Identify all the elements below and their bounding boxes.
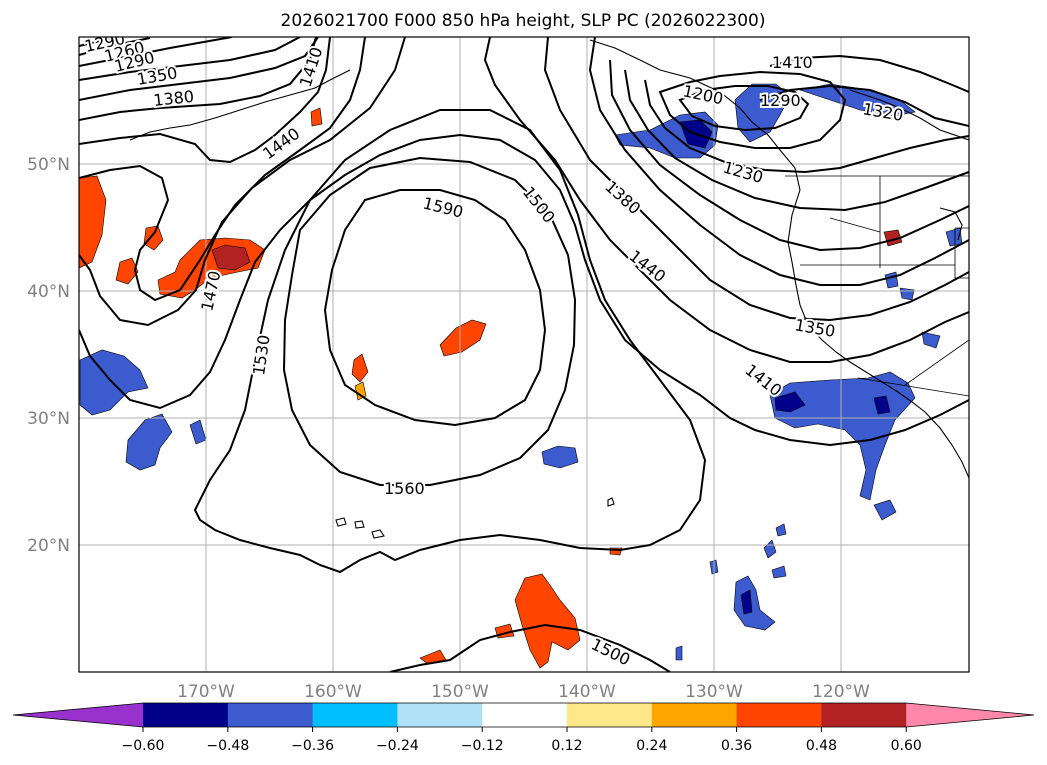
negative-anomaly-region (675, 645, 683, 661)
positive-anomaly-region (143, 225, 164, 251)
lon-tick-label: 130°W (685, 682, 743, 702)
negative-anomaly-region (734, 83, 791, 143)
political-borders (785, 175, 969, 397)
colorbar-extension-high (906, 703, 1034, 727)
colorbar-tick-label: −0.24 (376, 738, 419, 754)
contour-label: 1560 (384, 479, 425, 498)
colorbar-segment (567, 703, 653, 727)
colorbar: −0.60 −0.48 −0.36 −0.24 −0.12 0.12 0.24 0.36 0.4… (12, 702, 1035, 754)
positive-anomaly-region (310, 107, 323, 127)
positive-anomaly-region (211, 244, 251, 271)
contour-line (769, 54, 969, 93)
negative-anomaly-region (775, 523, 787, 537)
contour-label: 1530 (249, 334, 273, 377)
lat-tick-label: 30°N (27, 409, 70, 429)
contour-line (609, 59, 969, 252)
contour-label: 1410 (772, 53, 813, 72)
colorbar-segment (312, 703, 398, 727)
contour-line (624, 69, 969, 212)
contour-line (389, 623, 671, 672)
contour-line (193, 109, 707, 574)
contour-line (678, 85, 810, 132)
colorbar-tick-label: −0.48 (206, 738, 249, 754)
positive-anomaly-region (79, 175, 107, 269)
lat-tick-label: 50°N (27, 155, 70, 175)
contour-line (588, 37, 969, 286)
latitude-tick-labels: 50°N 40°N 30°N 20°N (27, 155, 70, 556)
contour-label: 1290 (760, 91, 801, 110)
colorbar-extension-low (13, 703, 143, 727)
lon-tick-label: 150°W (431, 682, 489, 702)
contour-line (79, 37, 406, 327)
contour-line (79, 37, 119, 47)
negative-anomaly-region (899, 287, 915, 301)
longitude-tick-labels: 170°W 160°W 150°W 140°W 130°W 120°W (177, 682, 870, 702)
colorbar-segment (143, 703, 229, 727)
colorbar-segment (397, 703, 483, 727)
positive-anomaly-region (354, 381, 367, 401)
negative-anomaly-region (921, 331, 941, 349)
lon-tick-label: 170°W (177, 682, 235, 702)
colorbar-tick-label: 0.60 (891, 738, 922, 754)
negative-anomaly-region (774, 391, 806, 413)
negative-anomaly-region (771, 565, 787, 579)
contour-line (79, 37, 331, 164)
lat-tick-label: 40°N (27, 282, 70, 302)
colorbar-tick-label: −0.36 (291, 738, 334, 754)
colorbar-tick-label: −0.60 (122, 738, 165, 754)
lon-tick-label: 140°W (558, 682, 616, 702)
contour-line (79, 37, 151, 56)
lat-tick-label: 20°N (27, 536, 70, 556)
positive-anomaly-region (115, 257, 139, 285)
height-contours (79, 37, 969, 672)
map-frame (78, 36, 970, 673)
negative-anomaly-region (79, 349, 149, 416)
contour-line (658, 70, 847, 149)
contour-line (543, 37, 969, 322)
positive-anomaly-region (439, 319, 487, 357)
contour-line (759, 84, 969, 127)
lon-tick-label: 120°W (812, 682, 870, 702)
contour-line (323, 189, 547, 427)
anomaly-shading (79, 83, 963, 669)
positive-anomaly-region (351, 353, 369, 383)
negative-anomaly-region (733, 575, 776, 631)
negative-anomaly-region (873, 499, 897, 521)
negative-anomaly-region (873, 395, 891, 415)
colorbar-segment (821, 703, 907, 727)
negative-anomaly-region (798, 83, 916, 117)
lon-tick-label: 160°W (304, 682, 362, 702)
contour-line (483, 37, 969, 363)
negative-anomaly-region (541, 445, 579, 469)
chart-title: 2026021700 F000 850 hPa height, SLP PC (… (281, 11, 766, 31)
contour-line (79, 37, 301, 81)
negative-anomaly-region (740, 589, 753, 615)
colorbar-segment (482, 703, 568, 727)
contour-line (644, 79, 969, 174)
contour-line (79, 37, 366, 302)
contour-line (79, 37, 317, 121)
colorbar-tick-label: −0.12 (461, 738, 504, 754)
contour-line (79, 37, 233, 67)
colorbar-tick-label: 0.12 (551, 738, 582, 754)
colorbar-segment (227, 703, 314, 727)
map-panel: 1290 1260 1290 1350 1380 1410 1440 1470 … (79, 37, 969, 672)
contour-line (79, 37, 319, 101)
colorbar-tick-label: 0.36 (721, 738, 752, 754)
colorbar-segment (651, 703, 738, 727)
colorbar-tick-label: 0.24 (636, 738, 667, 754)
colorbar-segment (736, 703, 822, 727)
gridlines (79, 37, 969, 672)
contour-line (79, 133, 969, 447)
positive-anomaly-region (514, 573, 581, 669)
contour-line (282, 156, 577, 486)
colorbar-tick-label: 0.48 (806, 738, 837, 754)
